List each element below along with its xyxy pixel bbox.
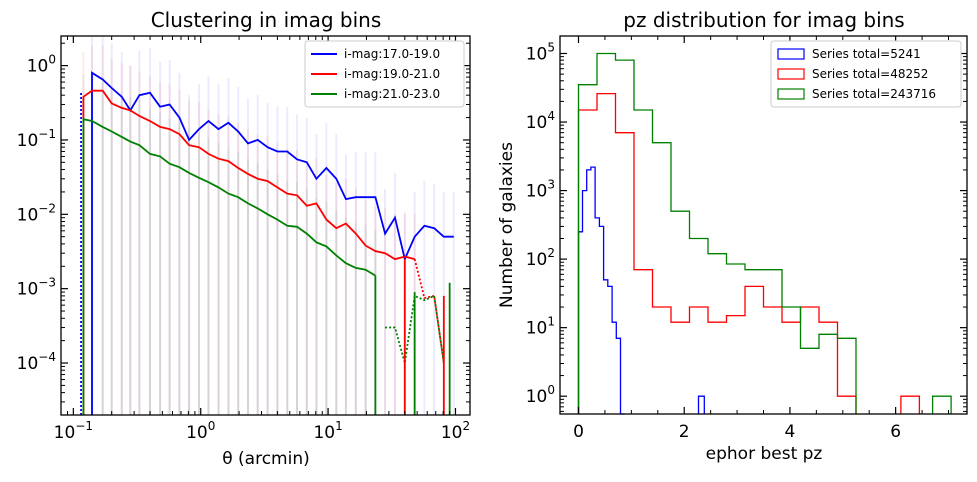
legend-label: Series total=243716 (812, 87, 936, 101)
x-tick-label: 2 (679, 422, 690, 442)
right-chart-title: pz distribution for imag bins (623, 8, 904, 32)
legend-label: i-mag:19.0-21.0 (344, 67, 440, 81)
histogram-series (577, 166, 705, 415)
y-tick-label: 105 (526, 40, 555, 64)
y-tick-label: 10−4 (17, 350, 56, 374)
legend-box (770, 40, 962, 108)
legend-box (304, 40, 465, 108)
y-tick-label: 10−1 (17, 127, 56, 151)
series-line (91, 71, 454, 415)
legend-swatch (777, 88, 805, 100)
y-tick-label: 10−3 (17, 276, 56, 300)
left-chart: Clustering in imag bins 10−1 100 101 10210−… (17, 8, 471, 469)
x-tick-label: 0 (573, 422, 584, 442)
y-tick-label: 100 (526, 383, 555, 407)
x-tick-label: 4 (785, 422, 796, 442)
y-tick-label: 104 (526, 109, 555, 133)
legend-label: i-mag:21.0-23.0 (344, 87, 440, 101)
right-y-axis-label: Number of galaxies (497, 142, 517, 308)
legend-label: Series total=48252 (812, 67, 928, 81)
left-chart-title: Clustering in imag bins (151, 8, 382, 32)
x-tick-label: 6 (890, 422, 901, 442)
legend-swatch (777, 68, 805, 80)
legend-swatch (777, 48, 805, 60)
y-tick-label: 101 (526, 315, 555, 339)
x-tick-label: 100 (186, 419, 215, 443)
x-tick-label: 102 (441, 419, 470, 443)
series-line (82, 89, 415, 415)
y-tick-label: 100 (27, 53, 56, 77)
x-tick-label: 101 (313, 419, 342, 443)
x-tick-label: 10−1 (54, 419, 93, 443)
series-dotted (385, 294, 445, 364)
right-x-axis-label: ephor best pz (706, 444, 823, 464)
series-line (82, 118, 376, 415)
y-tick-label: 103 (526, 178, 555, 202)
histogram-series (577, 92, 921, 414)
left-plot-area: 10−1 100 101 102 10−4 10−3 10−2 10−1 100 i-mag:17… (17, 35, 471, 443)
histogram-series (577, 52, 952, 414)
left-x-axis-label: θ (arcmin) (222, 449, 310, 469)
right-legend: Series total=5241 Series total=48252 Serie… (770, 40, 962, 108)
y-tick-label: 102 (526, 246, 555, 270)
right-chart: pz distribution for imag bins 0 2 4 6 100 101… (497, 8, 968, 464)
left-legend: i-mag:17.0-19.0 i-mag:19.0-21.0 i-mag:21.0… (304, 40, 465, 108)
legend-label: Series total=5241 (812, 47, 921, 61)
series-dotted (413, 258, 445, 364)
y-tick-label: 10−2 (17, 201, 56, 225)
legend-label: i-mag:17.0-19.0 (344, 47, 440, 61)
